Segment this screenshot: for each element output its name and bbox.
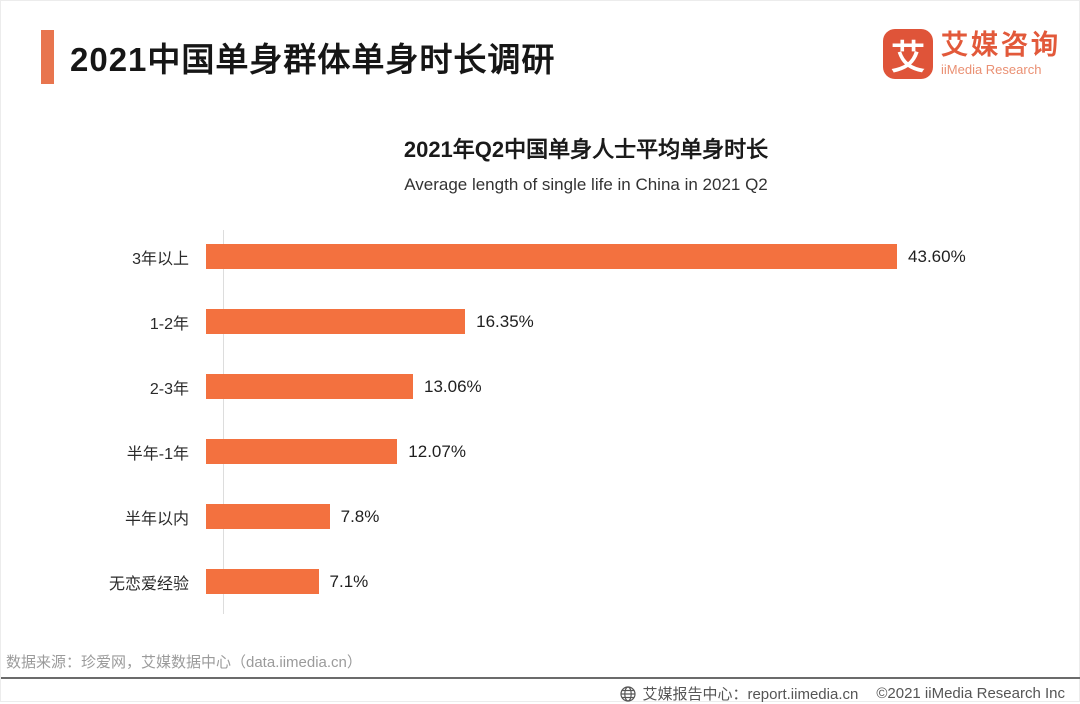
chart-row: 半年-1年 12.07% — [1, 419, 1080, 484]
bar — [206, 439, 398, 464]
value-label: 7.1% — [329, 571, 369, 591]
logo-mark-icon: 艾 — [883, 29, 933, 79]
chart-subtitle: Average length of single life in China i… — [404, 175, 768, 194]
category-label: 无恋爱经验 — [108, 575, 189, 593]
header: 2021中国单身群体单身时长调研 — [41, 30, 555, 84]
category-label: 3年以上 — [132, 250, 189, 268]
category-label: 半年-1年 — [126, 445, 189, 463]
value-label: 7.8% — [340, 506, 380, 526]
y-axis-line — [223, 230, 224, 614]
bar-track: 7.1% — [206, 569, 1080, 594]
bar — [206, 569, 319, 594]
page-title: 2021中国单身群体单身时长调研 — [70, 41, 556, 78]
chart-row: 3年以上 43.60% — [1, 224, 1080, 289]
value-label: 43.60% — [908, 246, 966, 266]
category-label: 半年以内 — [124, 510, 189, 528]
data-source-note: 数据来源：珍爱网，艾媒数据中心（data.iimedia.cn） — [6, 654, 362, 671]
chart-row: 无恋爱经验 7.1% — [1, 549, 1080, 614]
bar — [206, 309, 466, 334]
bar-track: 7.8% — [206, 504, 1080, 529]
accent-bar — [41, 30, 54, 84]
logo-text: 艾媒咨询 iiMedia Research — [941, 30, 1061, 77]
bar-chart: 3年以上 43.60% 1-2年 16.35% 2-3年 13.06% 半年-1年 12.07… — [1, 224, 1080, 616]
bar — [206, 504, 330, 529]
chart-rows: 3年以上 43.60% 1-2年 16.35% 2-3年 13.06% 半年-1年 12.07… — [1, 224, 1080, 614]
chart-row: 1-2年 16.35% — [1, 289, 1080, 354]
chart-row: 半年以内 7.8% — [1, 484, 1080, 549]
bar-track: 13.06% — [206, 374, 1080, 399]
value-label: 13.06% — [424, 376, 482, 396]
chart-title: 2021年Q2中国单身人士平均单身时长 — [403, 137, 769, 162]
logo-name-en: iiMedia Research — [941, 61, 1042, 77]
iimedia-logo: 艾 艾媒咨询 iiMedia Research — [883, 29, 1061, 79]
bar — [206, 374, 413, 399]
logo-name-cn: 艾媒咨询 — [941, 30, 1061, 60]
footer-divider — [1, 677, 1080, 679]
category-label: 1-2年 — [149, 315, 189, 333]
bar-track: 12.07% — [206, 439, 1080, 464]
bar — [206, 244, 898, 269]
category-label: 2-3年 — [149, 380, 189, 398]
chart-row: 2-3年 13.06% — [1, 354, 1080, 419]
globe-icon — [620, 685, 637, 702]
bar-track: 16.35% — [206, 309, 1080, 334]
footer-bar: 艾媒报告中心：report.iimedia.cn ©2021 iiMedia R… — [620, 683, 1065, 704]
value-label: 16.35% — [476, 311, 534, 331]
value-label: 12.07% — [408, 441, 466, 461]
copyright-text: ©2021 iiMedia Research Inc — [876, 685, 1065, 702]
chart-header: 2021年Q2中国单身人士平均单身时长 Average length of si… — [91, 132, 1080, 195]
bar-track: 43.60% — [206, 244, 1080, 269]
report-center-link[interactable]: 艾媒报告中心：report.iimedia.cn — [642, 686, 859, 703]
